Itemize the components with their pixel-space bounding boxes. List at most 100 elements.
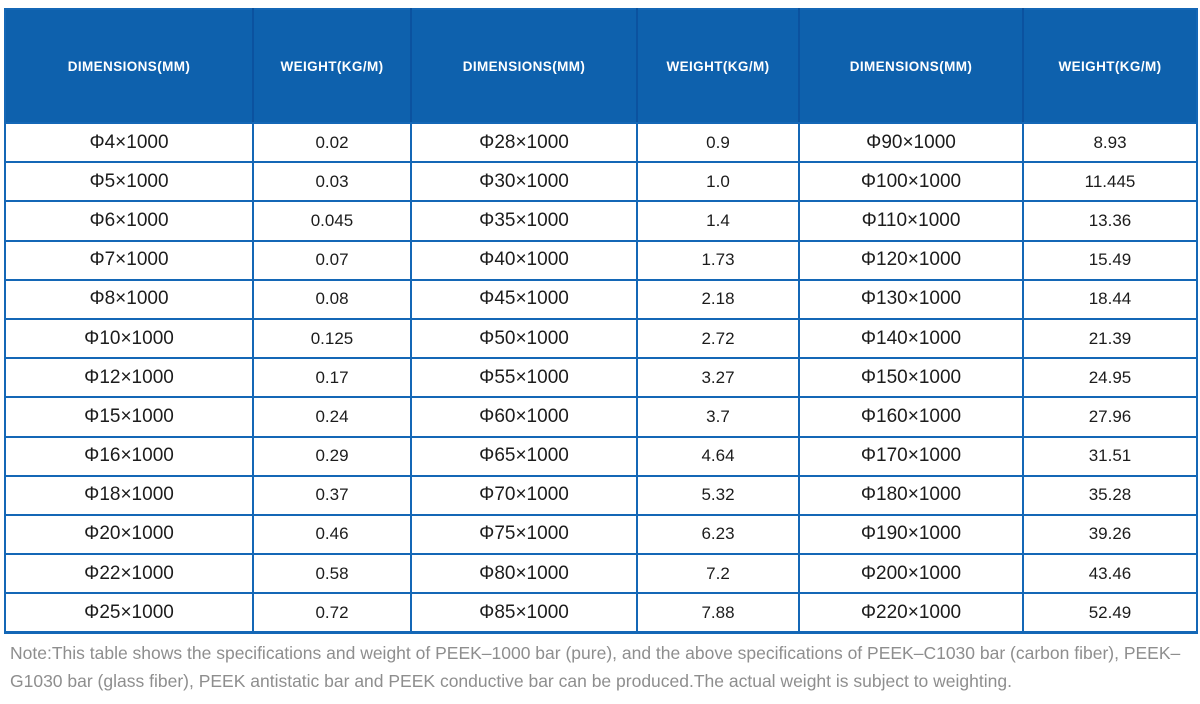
weight-cell: 43.46 [1022, 553, 1198, 595]
weight-cell: 5.32 [636, 474, 800, 516]
dimension-cell: Φ35×1000 [410, 200, 638, 242]
weight-cell: 0.125 [252, 317, 412, 360]
dimension-cell: Φ20×1000 [4, 513, 254, 556]
dimension-cell: Φ220×1000 [798, 592, 1024, 634]
dimension-cell: Φ18×1000 [4, 474, 254, 516]
dimension-cell: Φ6×1000 [4, 200, 254, 242]
table-row: Φ5×1000 0.03 Φ30×1000 1.0 Φ100×1000 11.445 [4, 161, 1198, 203]
table-row: Φ16×1000 0.29 Φ65×1000 4.64 Φ170×1000 31.51 [4, 435, 1198, 477]
peek-bar-spec-table: DIMENSIONS(MM) WEIGHT(KG/M) DIMENSIONS(MM)… [4, 8, 1198, 635]
dimension-cell: Φ5×1000 [4, 161, 254, 203]
weight-cell: 0.08 [252, 278, 412, 320]
column-header: WEIGHT(KG/M) [636, 9, 799, 124]
column-header: DIMENSIONS(MM) [5, 9, 253, 124]
dimension-cell: Φ200×1000 [798, 553, 1024, 595]
dimension-cell: Φ30×1000 [410, 161, 638, 203]
dimension-cell: Φ180×1000 [798, 474, 1024, 516]
dimension-cell: Φ160×1000 [798, 396, 1024, 438]
column-header: WEIGHT(KG/M) [1022, 9, 1197, 124]
weight-cell: 11.445 [1022, 161, 1198, 203]
weight-cell: 1.4 [636, 200, 800, 242]
table-row: Φ12×1000 0.17 Φ55×1000 3.27 Φ150×1000 24.95 [4, 357, 1198, 399]
dimension-cell: Φ140×1000 [798, 317, 1024, 360]
weight-cell: 21.39 [1022, 317, 1198, 360]
dimension-cell: Φ40×1000 [410, 239, 638, 281]
weight-cell: 2.18 [636, 278, 800, 320]
weight-cell: 3.27 [636, 357, 800, 399]
dimension-cell: Φ130×1000 [798, 278, 1024, 320]
weight-cell: 0.58 [252, 553, 412, 595]
table-row: Φ20×1000 0.46 Φ75×1000 6.23 Φ190×1000 39.26 [4, 513, 1198, 556]
dimension-cell: Φ65×1000 [410, 435, 638, 477]
dimension-cell: Φ55×1000 [410, 357, 638, 399]
weight-cell: 0.29 [252, 435, 412, 477]
dimension-cell: Φ7×1000 [4, 239, 254, 281]
dimension-cell: Φ45×1000 [410, 278, 638, 320]
dimension-cell: Φ120×1000 [798, 239, 1024, 281]
weight-cell: 1.73 [636, 239, 800, 281]
weight-cell: 3.7 [636, 396, 800, 438]
dimension-cell: Φ60×1000 [410, 396, 638, 438]
dimension-cell: Φ150×1000 [798, 357, 1024, 399]
weight-cell: 15.49 [1022, 239, 1198, 281]
weight-cell: 7.88 [636, 592, 800, 634]
dimension-cell: Φ190×1000 [798, 513, 1024, 556]
dimension-cell: Φ80×1000 [410, 553, 638, 595]
table-body: Φ4×1000 0.02 Φ28×1000 0.9 Φ90×1000 8.93 Φ5×100… [4, 121, 1198, 634]
weight-cell: 13.36 [1022, 200, 1198, 242]
dimension-cell: Φ110×1000 [798, 200, 1024, 242]
weight-cell: 6.23 [636, 513, 800, 556]
header-row: DIMENSIONS(MM) WEIGHT(KG/M) DIMENSIONS(MM)… [5, 9, 1197, 124]
weight-cell: 52.49 [1022, 592, 1198, 634]
table-row: Φ18×1000 0.37 Φ70×1000 5.32 Φ180×1000 35.28 [4, 474, 1198, 516]
dimension-cell: Φ50×1000 [410, 317, 638, 360]
dimension-cell: Φ90×1000 [798, 121, 1024, 164]
column-header: DIMENSIONS(MM) [798, 9, 1023, 124]
weight-cell: 39.26 [1022, 513, 1198, 556]
weight-cell: 8.93 [1022, 121, 1198, 164]
dimension-cell: Φ22×1000 [4, 553, 254, 595]
weight-cell: 24.95 [1022, 357, 1198, 399]
table-row: Φ25×1000 0.72 Φ85×1000 7.88 Φ220×1000 52.49 [4, 592, 1198, 634]
dimension-cell: Φ100×1000 [798, 161, 1024, 203]
weight-cell: 35.28 [1022, 474, 1198, 516]
dimension-cell: Φ15×1000 [4, 396, 254, 438]
table-row: Φ8×1000 0.08 Φ45×1000 2.18 Φ130×1000 18.44 [4, 278, 1198, 320]
weight-cell: 0.02 [252, 121, 412, 164]
weight-cell: 2.72 [636, 317, 800, 360]
column-header: DIMENSIONS(MM) [410, 9, 637, 124]
table-row: Φ6×1000 0.045 Φ35×1000 1.4 Φ110×1000 13.36 [4, 200, 1198, 242]
weight-cell: 0.03 [252, 161, 412, 203]
weight-cell: 0.37 [252, 474, 412, 516]
dimension-cell: Φ4×1000 [4, 121, 254, 164]
weight-cell: 0.07 [252, 239, 412, 281]
dimension-cell: Φ8×1000 [4, 278, 254, 320]
dimension-cell: Φ85×1000 [410, 592, 638, 634]
weight-cell: 27.96 [1022, 396, 1198, 438]
weight-cell: 7.2 [636, 553, 800, 595]
dimension-cell: Φ25×1000 [4, 592, 254, 634]
weight-cell: 0.9 [636, 121, 800, 164]
weight-cell: 4.64 [636, 435, 800, 477]
table-row: Φ7×1000 0.07 Φ40×1000 1.73 Φ120×1000 15.49 [4, 239, 1198, 281]
table-header: DIMENSIONS(MM) WEIGHT(KG/M) DIMENSIONS(MM)… [5, 9, 1197, 124]
weight-cell: 0.045 [252, 200, 412, 242]
weight-cell: 31.51 [1022, 435, 1198, 477]
weight-cell: 0.72 [252, 592, 412, 634]
table-row: Φ4×1000 0.02 Φ28×1000 0.9 Φ90×1000 8.93 [4, 121, 1198, 164]
table-row: Φ10×1000 0.125 Φ50×1000 2.72 Φ140×1000 21.39 [4, 317, 1198, 360]
weight-cell: 18.44 [1022, 278, 1198, 320]
column-header: WEIGHT(KG/M) [252, 9, 411, 124]
dimension-cell: Φ75×1000 [410, 513, 638, 556]
dimension-cell: Φ16×1000 [4, 435, 254, 477]
dimension-cell: Φ28×1000 [410, 121, 638, 164]
weight-cell: 1.0 [636, 161, 800, 203]
dimension-cell: Φ170×1000 [798, 435, 1024, 477]
dimension-cell: Φ10×1000 [4, 317, 254, 360]
weight-cell: 0.24 [252, 396, 412, 438]
table-row: Φ22×1000 0.58 Φ80×1000 7.2 Φ200×1000 43.46 [4, 553, 1198, 595]
dimension-cell: Φ70×1000 [410, 474, 638, 516]
weight-cell: 0.17 [252, 357, 412, 399]
note-text: Note:This table shows the specifications… [10, 643, 1181, 691]
